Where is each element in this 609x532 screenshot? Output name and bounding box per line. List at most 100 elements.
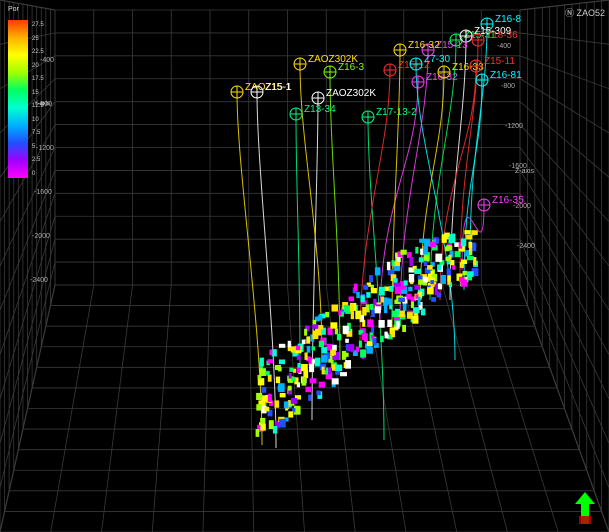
property-cell xyxy=(386,261,391,271)
well-label[interactable]: Z15-12 xyxy=(398,60,430,71)
navigation-arrow-icon[interactable] xyxy=(575,492,595,524)
property-cell xyxy=(318,381,326,388)
well-head-cross-icon xyxy=(384,64,396,76)
property-cell xyxy=(371,288,377,294)
property-cell xyxy=(267,393,272,402)
property-cell xyxy=(399,281,406,290)
well-label[interactable]: Z16-32 xyxy=(408,40,440,51)
well-label[interactable]: Z7-30 xyxy=(424,54,451,65)
property-cell xyxy=(261,405,267,414)
z-axis-tick: -400 xyxy=(497,43,511,50)
well-label[interactable]: Z18-36 xyxy=(486,30,518,41)
property-cell xyxy=(304,352,308,360)
well-label[interactable]: Z16-35 xyxy=(492,195,524,206)
property-cell xyxy=(288,390,293,395)
property-cell xyxy=(458,242,463,249)
property-cell xyxy=(287,344,292,352)
property-cell xyxy=(275,365,281,371)
property-cell xyxy=(301,339,306,345)
well-trajectory[interactable] xyxy=(379,81,419,321)
well-label[interactable]: Z13-34 xyxy=(304,104,336,115)
color-legend: Por 27.5 25 22.5 20 17.5 15 12.5 10 7.5 5 2.5 0 Y-a… xyxy=(8,6,54,178)
well-head-cross-icon xyxy=(472,34,484,46)
well-label[interactable]: Z15-31 xyxy=(464,30,496,41)
well-head-cross-icon xyxy=(412,76,424,88)
property-cell xyxy=(437,264,442,271)
property-cell xyxy=(423,260,428,267)
property-cell xyxy=(393,278,398,287)
property-cell xyxy=(321,347,328,354)
property-cell xyxy=(334,328,339,335)
z-axis-tick: -1600 xyxy=(509,163,527,170)
property-cell xyxy=(421,308,426,316)
property-cell xyxy=(391,330,396,338)
property-cell xyxy=(371,308,375,317)
property-cell xyxy=(306,356,311,362)
well-label[interactable]: Z16-8 xyxy=(495,14,522,25)
well-label[interactable]: Z15-1 xyxy=(265,82,292,93)
property-cell xyxy=(317,325,324,330)
property-cell xyxy=(267,409,273,417)
well-label[interactable]: ZAOZ15-1 xyxy=(245,82,292,93)
grid-line xyxy=(519,284,609,532)
property-cell xyxy=(283,401,289,409)
property-cell xyxy=(363,284,369,290)
z-axis-tick: -1200 xyxy=(505,123,523,130)
well-trajectory[interactable] xyxy=(399,49,429,321)
well-trajectory[interactable] xyxy=(419,71,445,311)
well-head-cross-icon xyxy=(290,108,302,120)
well-label[interactable]: Z16-81 xyxy=(490,70,522,81)
property-cell xyxy=(397,251,402,257)
property-cell xyxy=(460,238,467,247)
property-cell xyxy=(379,286,385,296)
property-cell xyxy=(279,418,286,428)
property-cell xyxy=(261,386,267,393)
legend-tick: 0 xyxy=(32,170,36,177)
property-cell xyxy=(448,236,455,244)
property-cell xyxy=(366,341,373,347)
well-label[interactable]: Z16-3 xyxy=(338,62,365,73)
property-cell xyxy=(255,429,260,437)
well-label[interactable]: Z15-13 xyxy=(436,40,468,51)
property-cell xyxy=(290,398,298,404)
property-cell xyxy=(274,420,280,429)
property-cell xyxy=(335,364,343,372)
well-trajectory[interactable] xyxy=(256,91,277,449)
well-trajectory[interactable] xyxy=(415,63,456,361)
property-cell xyxy=(287,376,294,383)
well-head-cross-icon xyxy=(450,34,462,46)
property-cell xyxy=(436,292,442,298)
well-trajectory[interactable] xyxy=(236,91,263,446)
property-cell xyxy=(257,378,265,386)
property-cell xyxy=(403,280,408,286)
property-cell xyxy=(398,310,405,317)
property-cell xyxy=(391,260,395,266)
well-label[interactable]: Z15-309 xyxy=(474,26,512,37)
well-head-cross-icon xyxy=(251,86,263,98)
property-cell xyxy=(372,337,377,346)
well-label[interactable]: ZAOZ302K xyxy=(308,54,358,65)
well-trajectories[interactable] xyxy=(236,23,488,449)
well-trajectory[interactable] xyxy=(311,97,319,421)
well-label[interactable]: Z16-33 xyxy=(452,62,484,73)
well-label[interactable]: ZAOZ302K xyxy=(326,88,376,99)
property-cell xyxy=(418,302,423,310)
well-trajectory[interactable] xyxy=(295,113,301,371)
property-cell xyxy=(380,335,384,343)
legend-tick: 12.5 xyxy=(32,103,44,109)
well-trajectory[interactable] xyxy=(367,116,385,441)
property-cell xyxy=(345,305,351,314)
well-trajectory[interactable] xyxy=(459,39,479,281)
property-cell xyxy=(394,299,401,305)
property-cell xyxy=(445,256,450,261)
well-trajectory[interactable] xyxy=(461,204,485,271)
property-cell xyxy=(288,411,294,418)
well-trajectory[interactable] xyxy=(429,39,457,301)
well-label[interactable]: Z15-11 xyxy=(484,56,515,67)
well-label[interactable]: Z17-13-2 xyxy=(376,107,417,118)
property-cell xyxy=(297,363,301,371)
y-axis-tick: -1600 xyxy=(34,189,52,196)
